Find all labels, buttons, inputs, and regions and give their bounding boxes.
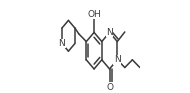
Text: N: N — [114, 55, 121, 64]
Text: O: O — [106, 83, 113, 92]
Text: OH: OH — [87, 10, 101, 19]
Text: N: N — [59, 39, 65, 48]
Text: N: N — [106, 28, 113, 37]
